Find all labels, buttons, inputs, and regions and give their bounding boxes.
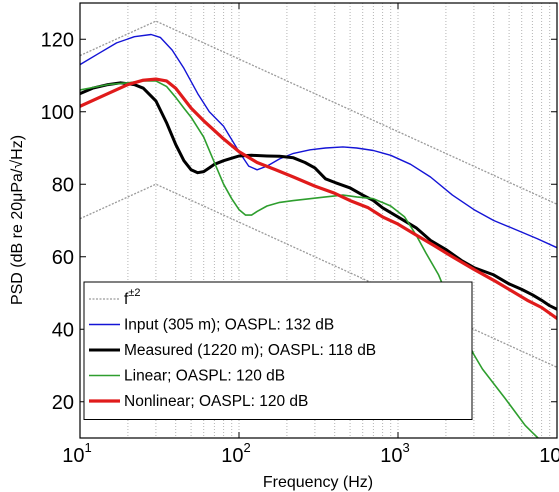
y-tick-label: 100 <box>41 102 74 124</box>
y-axis-label: PSD (dB re 20μPa/√Hz) <box>9 135 26 305</box>
x-tick-label: 102 <box>221 440 250 467</box>
y-tick-label: 80 <box>52 174 74 196</box>
x-tick-label: 103 <box>380 440 409 467</box>
data-series <box>80 33 557 438</box>
series-line-nonlinear <box>80 77 557 320</box>
y-tick-label: 120 <box>41 29 74 51</box>
y-tick-label: 60 <box>52 247 74 269</box>
legend-entry: Measured (1220 m); OASPL: 118 dB <box>124 342 376 359</box>
legend-entry: Input (305 m); OASPL: 132 dB <box>124 317 334 334</box>
series-line-linear <box>80 80 539 438</box>
x-tick-label: 101 <box>62 440 91 467</box>
grid-lines <box>127 3 551 438</box>
legend-entry: Nonlinear; OASPL: 120 dB <box>124 393 308 410</box>
plot-frame <box>79 2 558 439</box>
series-line-input <box>80 33 557 249</box>
y-tick-label: 20 <box>52 392 74 414</box>
legend-box <box>83 281 473 420</box>
x-axis-label: Frequency (Hz) <box>263 474 373 491</box>
legend-entry: Linear; OASPL: 120 dB <box>124 368 285 385</box>
y-tick-label: 40 <box>52 319 74 341</box>
x-tick-label: 104 <box>539 440 559 467</box>
